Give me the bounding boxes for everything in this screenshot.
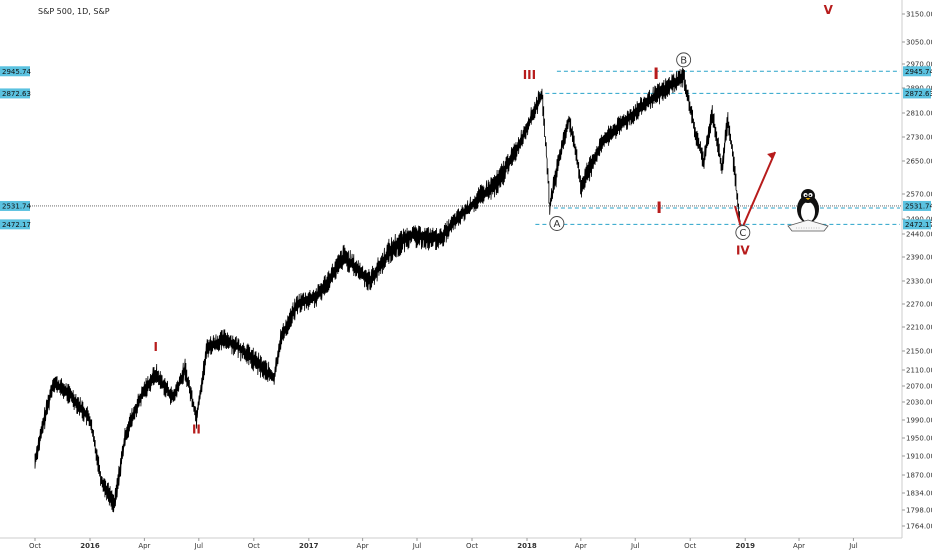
wave-label: V (824, 3, 834, 17)
price-tag-right-label: 2472.17 (905, 221, 932, 229)
price-tag-right-label: 2872.63 (905, 90, 932, 98)
penguin-head (801, 189, 815, 203)
price-tick-label: 2070.00 (906, 383, 932, 391)
price-tick-label: 1950.00 (906, 435, 932, 443)
time-tick-label: Apr (357, 542, 369, 550)
penguin-beak (805, 198, 811, 200)
price-tag-left (0, 200, 30, 211)
circled-marker (676, 52, 692, 68)
price-tick-label: 1764.00 (906, 523, 932, 531)
time-tick-label: Oct (684, 542, 696, 550)
projection-arrowhead (767, 152, 776, 159)
price-tag-left (0, 219, 30, 230)
price-tag-right-label: 2531.74 (905, 202, 932, 210)
time-tick-label: Apr (138, 542, 150, 550)
price-tick-label: 2030.00 (906, 399, 932, 407)
time-tick-label: Jul (194, 542, 204, 550)
time-tick-label: Oct (29, 542, 41, 550)
circled-label: B (680, 55, 687, 66)
price-tag-left (0, 66, 30, 77)
circled-labels: A B C (549, 52, 751, 240)
price-tag-right (903, 219, 931, 230)
price-tick-label: 2570.00 (906, 191, 932, 199)
price-tag-left (0, 88, 30, 99)
price-tick-label: 1990.00 (906, 417, 932, 425)
time-tick-label: 2018 (517, 542, 537, 550)
price-tick-label: 2390.00 (906, 254, 932, 262)
price-tag-right (903, 66, 931, 77)
price-tick-label: 2150.00 (906, 348, 932, 356)
price-tag-left-label: 2945.74 (2, 68, 31, 76)
wave-label: II (192, 423, 201, 437)
price-tick-label: 2110.00 (906, 367, 932, 375)
price-tag-right (903, 200, 931, 211)
level-lines (0, 70, 902, 225)
price-series (34, 67, 741, 513)
time-tick-label: Oct (466, 542, 478, 550)
price-tick-label: 2440.00 (906, 231, 932, 239)
time-tick-label: Apr (575, 542, 587, 550)
time-tick-label: 2016 (80, 542, 100, 550)
penguin-icon (787, 189, 829, 232)
penguin-pupil (809, 194, 812, 197)
time-tick-label: Jul (630, 542, 640, 550)
price-tags: 2945.74 2945.74 2872.63 2872.63 2531.74 2531.… (0, 66, 932, 230)
price-tag-left-label: 2472.17 (2, 221, 31, 229)
wave-label: I (154, 340, 158, 354)
wave-label: IV (736, 244, 750, 258)
price-tick-label: 3150.00 (906, 11, 932, 19)
time-tick-label: 2019 (735, 542, 755, 550)
time-tick-label: Apr (793, 542, 805, 550)
circled-label: C (739, 228, 746, 239)
circled-marker (735, 225, 751, 240)
price-tick-label: 2810.00 (906, 110, 932, 118)
price-tag-right (903, 88, 931, 99)
penguin-belly (801, 202, 815, 222)
price-tag-left-label: 2531.74 (2, 202, 31, 210)
price-tick-label: 2270.00 (906, 301, 932, 309)
chart-title: S&P 500, 1D, S&P (38, 7, 110, 16)
price-tick-label: 2330.00 (906, 278, 932, 286)
price-tick-label: 2650.00 (906, 158, 932, 166)
time-tick-label: 2017 (299, 542, 319, 550)
price-tick-label: 2730.00 (906, 134, 932, 142)
price-line (34, 67, 741, 513)
circled-marker (549, 216, 565, 231)
wave-label: III (523, 68, 536, 82)
time-tick-label: Jul (412, 542, 422, 550)
penguin-pupil (804, 194, 807, 197)
price-tick-label: 2970.00 (906, 61, 932, 69)
price-tag-right-label: 2945.74 (905, 68, 932, 76)
price-tick-label: 1834.00 (906, 490, 932, 498)
penguin-desk (787, 219, 829, 232)
price-tick-label: 2210.00 (906, 324, 932, 332)
price-tag-left-label: 2872.63 (2, 90, 31, 98)
price-tick-label: 3050.00 (906, 39, 932, 47)
wave-label: I (656, 198, 662, 217)
time-axis[interactable]: Oct 2016 Apr Jul Oct 2017 Apr Jul Oct 2018 Apr Jul O… (0, 537, 902, 550)
time-tick-label: Oct (248, 542, 260, 550)
price-tick-label: 1870.00 (906, 472, 932, 480)
wave-label: I (653, 64, 659, 83)
circled-label: A (553, 219, 560, 230)
time-tick-label: Jul (848, 542, 858, 550)
price-tick-label: 1798.00 (906, 507, 932, 515)
price-tick-label: 1910.00 (906, 453, 932, 461)
